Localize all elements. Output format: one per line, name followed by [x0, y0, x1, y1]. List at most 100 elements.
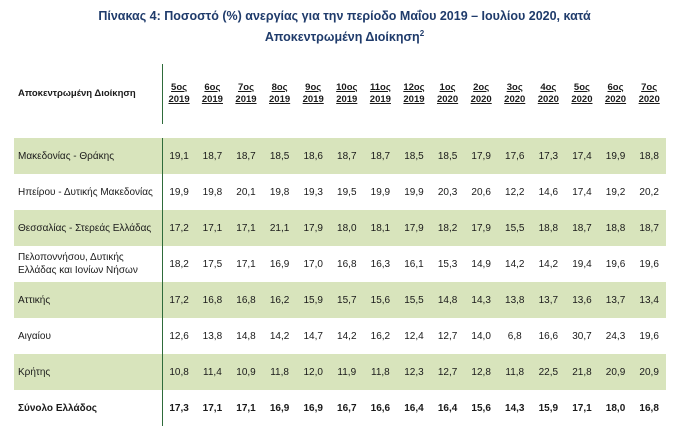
rate-cell: 22,5: [531, 354, 566, 390]
header-year-label: 2020: [436, 94, 459, 105]
rate-cell: 19,8: [269, 186, 290, 198]
rate-cell: 16,9: [269, 402, 290, 414]
rate-cell: 18,2: [169, 258, 189, 270]
rate-cell: 16,4: [404, 402, 424, 414]
rate-cell: 12,6: [169, 330, 189, 342]
rate-cell: 19,8: [202, 186, 223, 198]
rate-cell: 17,4: [572, 186, 592, 198]
rate-cell: 14,2: [269, 330, 290, 342]
region-name: Αιγαίου: [14, 318, 163, 354]
header-month-label: 1ος: [439, 82, 456, 93]
header-month: 10ος 2019: [329, 64, 364, 132]
rate-cell: 18,6: [296, 124, 330, 174]
rate-cell: 14,6: [538, 186, 559, 198]
header-month-label: 7ος: [641, 82, 658, 93]
rate-cell: 17,3: [169, 402, 189, 414]
rate-cell: 16,2: [262, 282, 297, 318]
header-month: 1ος 2020: [430, 64, 465, 132]
rate-cell: 10,9: [229, 354, 263, 390]
rate-cell: 17,9: [296, 210, 330, 246]
rate-cell: 19,5: [337, 186, 357, 198]
rate-cell: 18,5: [430, 124, 465, 174]
table-row: Αττικής 17,2 16,8 16,8 16,2 15,9 15,7 15,6 15,5 1…: [14, 282, 666, 318]
table-body: Μακεδονίας - Θράκης 19,1 18,7 18,7 18,5 18,6 1…: [14, 124, 666, 426]
rate-cell: 19,9: [370, 186, 391, 198]
rate-cell: 20,3: [437, 186, 458, 198]
rate-cell: 12,7: [437, 330, 458, 342]
rate-cell: 11,8: [497, 354, 532, 390]
rate-cell: 18,1: [363, 210, 398, 246]
rate-cell: 14,2: [505, 258, 525, 270]
rate-cell: 20,9: [598, 354, 633, 390]
rate-cell: 14,2: [538, 258, 559, 270]
header-month: 5ος 2020: [565, 64, 599, 132]
rate-cell: 18,2: [430, 210, 465, 246]
rate-cell: 16,3: [370, 258, 391, 270]
rate-cell: 12,8: [464, 354, 498, 390]
rate-cell: 16,6: [370, 402, 391, 414]
rate-cell: 11,8: [363, 354, 398, 390]
rate-cell: 14,8: [236, 330, 256, 342]
header-year-label: 2019: [369, 94, 391, 105]
rate-cell: 14,3: [505, 402, 525, 414]
rate-cell: 19,6: [605, 258, 626, 270]
rate-cell: 16,7: [337, 402, 357, 414]
table-header-row: Αποκεντρωμένη Διοίκηση 5ος 2019 6ος 2019 7ος…: [14, 64, 666, 132]
rate-cell: 16,8: [639, 402, 659, 414]
rate-cell: 15,9: [296, 282, 330, 318]
table-row: Αιγαίου 12,6 13,8 14,8 14,2 14,7 14,2 16,2 12,4 1…: [14, 318, 666, 354]
rate-cell: 20,9: [632, 354, 666, 390]
header-month: 9ος 2019: [296, 64, 330, 132]
rate-cell: 18,7: [195, 124, 230, 174]
header-year-label: 2020: [537, 94, 559, 105]
rate-cell: 12,7: [430, 354, 465, 390]
rate-cell: 16,8: [229, 282, 263, 318]
rate-cell: 19,3: [303, 186, 323, 198]
rate-cell: 17,6: [497, 124, 532, 174]
header-month-label: 6ος: [607, 82, 624, 93]
rate-cell: 16,9: [303, 402, 323, 414]
table-row: Ηπείρου - Δυτικής Μακεδονίας 19,9 19,8 20,1…: [14, 174, 666, 210]
rate-cell: 21,1: [262, 210, 297, 246]
rate-cell: 17,1: [572, 402, 592, 414]
unemployment-table: Αποκεντρωμένη Διοίκηση 5ος 2019 6ος 2019 7ος…: [14, 64, 666, 426]
rate-cell: 17,9: [397, 210, 431, 246]
table-row: Μακεδονίας - Θράκης 19,1 18,7 18,7 18,5 18,6 1…: [14, 124, 666, 174]
header-year-label: 2020: [470, 94, 492, 105]
region-name: Αττικής: [14, 282, 163, 318]
rate-cell: 17,9: [464, 124, 498, 174]
header-month: 6ος 2019: [195, 64, 230, 132]
rate-cell: 18,5: [397, 124, 431, 174]
rate-cell: 17,0: [303, 258, 323, 270]
header-month-label: 5ος: [171, 82, 188, 93]
rate-cell: 12,3: [397, 354, 431, 390]
rate-cell: 16,8: [195, 282, 230, 318]
rate-cell: 18,0: [329, 210, 364, 246]
rate-cell: 12,4: [404, 330, 424, 342]
rate-cell: 19,2: [605, 186, 626, 198]
header-month-label: 3ος: [506, 82, 523, 93]
header-region: Αποκεντρωμένη Διοίκηση: [14, 64, 163, 132]
rate-cell: 11,9: [329, 354, 364, 390]
rate-cell: 14,0: [471, 330, 491, 342]
rate-cell: 14,2: [337, 330, 357, 342]
table-row: Πελοποννήσου, Δυτικής Ελλάδας και Ιονίων…: [14, 246, 666, 282]
title-line-2: Αποκεντρωμένη Διοίκηση2: [0, 25, 689, 46]
region-name: Κρήτης: [14, 354, 163, 390]
rate-cell: 19,9: [598, 124, 633, 174]
rate-cell: 17,1: [236, 258, 256, 270]
header-month: 6ος 2020: [598, 64, 633, 132]
rate-cell: 13,4: [632, 282, 666, 318]
table-title: Πίνακας 4: Ποσοστό (%) ανεργίας για την …: [0, 8, 689, 46]
rate-cell: 18,8: [531, 210, 566, 246]
title-line-1: Πίνακας 4: Ποσοστό (%) ανεργίας για την …: [98, 9, 591, 23]
header-year-label: 2019: [302, 94, 324, 105]
header-month-label: 11ος: [369, 82, 391, 93]
header-month: 5ος 2019: [162, 64, 196, 132]
header-year-label: 2020: [604, 94, 627, 105]
region-name: Θεσσαλίας - Στερεάς Ελλάδας: [14, 210, 163, 246]
rate-cell: 15,5: [397, 282, 431, 318]
rate-cell: 13,8: [497, 282, 532, 318]
rate-cell: 13,7: [531, 282, 566, 318]
header-year-label: 2019: [269, 94, 291, 105]
